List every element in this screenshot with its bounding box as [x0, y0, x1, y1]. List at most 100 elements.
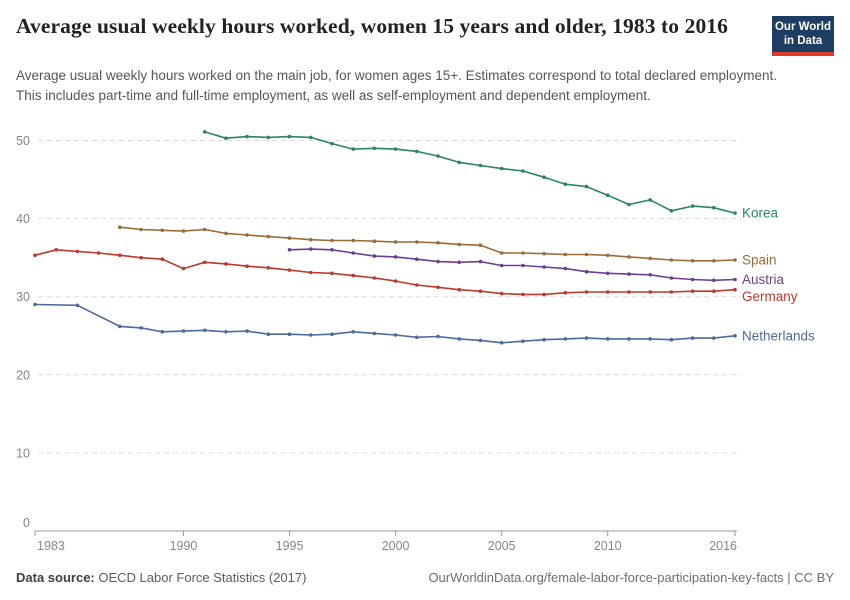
data-point: [415, 335, 419, 340]
data-point: [436, 259, 440, 264]
y-axis-tick-label: 10: [16, 446, 30, 460]
data-point: [712, 259, 716, 263]
data-point: [669, 337, 674, 342]
series-label-netherlands[interactable]: Netherlands: [742, 328, 815, 343]
series-line-germany[interactable]: [34, 249, 736, 296]
data-point: [160, 228, 165, 233]
data-point: [415, 149, 419, 154]
data-point: [499, 341, 504, 345]
data-point: [521, 251, 525, 255]
data-point: [563, 266, 568, 271]
data-point: [393, 279, 398, 283]
data-point: [563, 337, 568, 341]
series-label-austria[interactable]: Austria: [742, 272, 785, 287]
x-axis-tick-label: 2010: [594, 539, 622, 553]
data-point: [648, 198, 652, 202]
owid-logo-line2: in Data: [783, 35, 823, 48]
data-point: [224, 231, 228, 236]
data-point: [266, 332, 271, 337]
data-point: [75, 303, 80, 308]
series-austria[interactable]: [287, 247, 737, 283]
data-point: [436, 154, 440, 158]
data-point: [669, 276, 674, 280]
data-point: [287, 268, 292, 272]
data-point: [499, 251, 504, 255]
data-source-label: Data source:: [16, 570, 95, 585]
data-point: [627, 255, 631, 259]
data-point: [181, 266, 186, 271]
data-point: [202, 260, 207, 265]
data-point: [309, 247, 313, 251]
data-point: [330, 248, 334, 252]
data-point: [542, 265, 546, 269]
data-point: [372, 331, 377, 336]
series-line-austria[interactable]: [289, 248, 736, 282]
data-point: [351, 147, 356, 151]
y-axis-tick-label: 30: [16, 290, 30, 304]
data-point: [202, 130, 207, 134]
data-point: [521, 169, 525, 173]
series-korea[interactable]: [202, 130, 737, 215]
data-source-value: OECD Labor Force Statistics (2017): [94, 570, 307, 585]
data-point: [733, 258, 737, 262]
data-point: [118, 324, 122, 329]
data-point: [436, 334, 440, 339]
series-line-korea[interactable]: [204, 131, 736, 214]
series-label-germany[interactable]: Germany: [742, 289, 798, 304]
series-netherlands[interactable]: [33, 302, 737, 345]
data-point: [415, 283, 419, 287]
data-point: [478, 163, 483, 168]
data-point: [75, 249, 80, 254]
data-point: [605, 271, 610, 276]
data-point: [627, 202, 631, 207]
series-line-spain[interactable]: [119, 226, 736, 262]
data-point: [287, 236, 292, 240]
data-point: [436, 241, 440, 245]
data-point: [266, 135, 271, 140]
data-point: [372, 239, 377, 243]
data-point: [202, 328, 207, 333]
data-point: [245, 134, 249, 139]
x-axis-tick-label: 2016: [709, 539, 737, 553]
y-axis-tick-label: 40: [16, 212, 30, 226]
data-point: [287, 332, 292, 337]
data-point: [542, 292, 546, 297]
data-point: [330, 332, 334, 337]
data-point: [245, 264, 249, 269]
data-point: [351, 238, 356, 243]
data-point: [287, 248, 292, 252]
data-point: [627, 272, 631, 276]
series-label-korea[interactable]: Korea: [742, 206, 779, 221]
data-point: [309, 333, 313, 337]
owid-citation-link[interactable]: OurWorldinData.org/female-labor-force-pa…: [428, 570, 834, 585]
data-point: [139, 255, 143, 260]
data-point: [351, 330, 356, 334]
data-point: [330, 141, 334, 146]
series-spain[interactable]: [118, 225, 737, 263]
data-point: [351, 273, 356, 278]
data-point: [584, 336, 589, 340]
x-axis-tick-label: 1995: [276, 539, 304, 553]
data-point: [584, 269, 589, 274]
data-point: [351, 251, 356, 255]
series-label-spain[interactable]: Spain: [742, 252, 777, 267]
data-point: [309, 135, 313, 140]
series-germany[interactable]: [33, 248, 737, 297]
data-point: [499, 291, 504, 296]
data-point: [690, 259, 695, 263]
data-point: [563, 252, 568, 257]
data-point: [139, 227, 143, 232]
data-point: [309, 270, 313, 275]
page-title: Average usual weekly hours worked, women…: [16, 14, 729, 38]
owid-logo[interactable]: Our World in Data: [772, 16, 834, 56]
data-point: [627, 290, 631, 294]
data-point: [605, 253, 610, 258]
data-point: [393, 255, 398, 259]
series-line-netherlands[interactable]: [34, 303, 736, 344]
data-point: [393, 147, 398, 151]
data-point: [33, 302, 37, 307]
data-point: [202, 227, 207, 232]
data-point: [415, 240, 419, 244]
